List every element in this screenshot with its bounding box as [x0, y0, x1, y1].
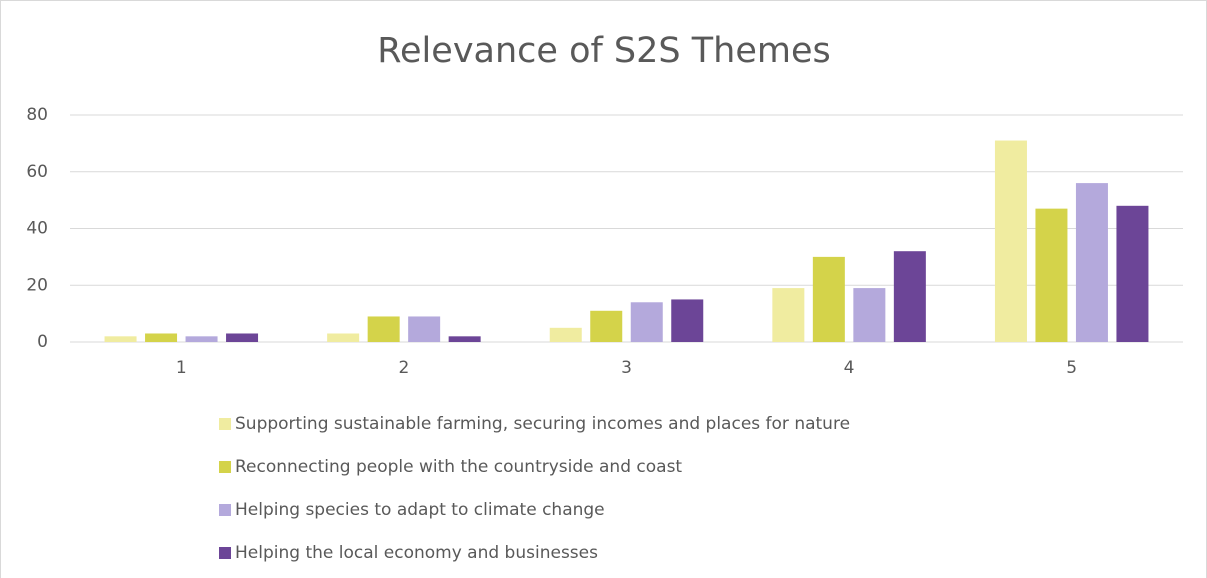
x-tick-label: 3	[621, 358, 632, 378]
bar	[1075, 183, 1108, 342]
legend-swatch	[219, 461, 231, 473]
x-tick-label: 5	[1066, 358, 1077, 378]
bar	[448, 336, 481, 342]
y-tick-label: 20	[26, 275, 48, 295]
bar	[549, 327, 582, 342]
bar	[327, 333, 360, 342]
bar	[408, 316, 441, 342]
y-tick-label: 80	[26, 105, 48, 125]
legend-label: Helping species to adapt to climate chan…	[235, 500, 605, 520]
x-tick-label: 4	[844, 358, 855, 378]
bar	[590, 310, 623, 342]
legend-swatch	[219, 504, 231, 516]
bar	[1035, 208, 1068, 342]
bar	[853, 288, 886, 342]
y-tick-label: 0	[37, 332, 48, 352]
bar	[772, 288, 805, 342]
bar	[145, 333, 178, 342]
bar	[185, 336, 218, 342]
legend-swatch	[219, 547, 231, 559]
bar	[226, 333, 259, 342]
bar	[630, 302, 663, 342]
chart-title: Relevance of S2S Themes	[377, 31, 830, 71]
bar	[104, 336, 137, 342]
bar	[994, 140, 1027, 342]
legend-swatch	[219, 418, 231, 430]
y-tick-label: 40	[26, 219, 48, 239]
y-tick-label: 60	[26, 162, 48, 182]
x-tick-label: 2	[398, 358, 409, 378]
bar	[671, 299, 704, 342]
legend-label: Reconnecting people with the countryside…	[235, 457, 682, 477]
legend-label: Supporting sustainable farming, securing…	[235, 414, 850, 434]
legend-label: Helping the local economy and businesses	[235, 543, 598, 563]
x-tick-label: 1	[176, 358, 187, 378]
bar	[812, 256, 845, 342]
bar	[893, 251, 926, 342]
bar	[1116, 205, 1149, 342]
bar	[367, 316, 400, 342]
